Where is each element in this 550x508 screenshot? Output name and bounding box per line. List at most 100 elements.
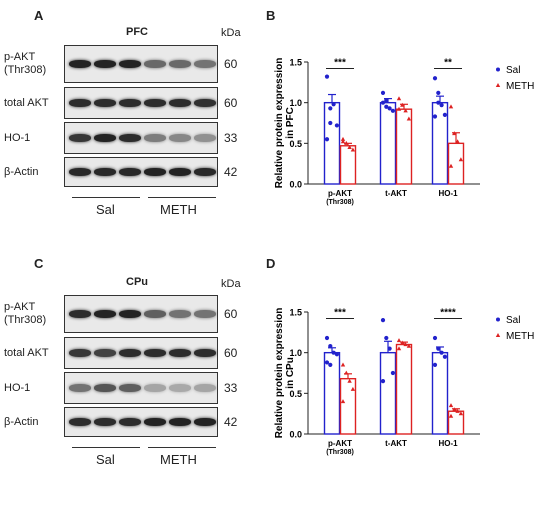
data-point-sal (380, 100, 386, 105)
y-axis-label-line: in PFC (285, 107, 296, 139)
data-point-meth (452, 131, 457, 136)
blot-band (144, 134, 166, 142)
x-category-label: HO-1 (438, 439, 458, 448)
blot-band (144, 384, 166, 392)
data-point-sal (384, 98, 389, 103)
data-point-meth (455, 408, 460, 413)
molecular-weight-label: 42 (224, 415, 238, 429)
x-category-label-line: HO-1 (438, 439, 458, 448)
significance-marker: **** (440, 308, 456, 319)
data-point-meth (406, 343, 412, 348)
data-point-meth (340, 399, 346, 404)
data-point-meth (400, 102, 405, 107)
data-point-sal (390, 108, 395, 113)
data-point-sal (380, 90, 386, 96)
y-tick-label: 1.5 (289, 308, 302, 318)
x-category-label-line: t-AKT (385, 189, 407, 198)
data-point-meth (458, 411, 464, 416)
molecular-weight-label: 60 (224, 57, 238, 71)
blot-row-label: p-AKT (Thr308) (4, 51, 47, 76)
blot-strip (64, 407, 218, 437)
data-point-sal (436, 100, 441, 105)
blot-band (194, 384, 216, 392)
blot-band (144, 310, 166, 318)
blot-band (144, 349, 166, 357)
data-point-meth (448, 104, 454, 109)
data-point-meth (350, 147, 356, 152)
data-point-meth (344, 370, 349, 375)
data-point-meth (458, 157, 464, 162)
blot-band (119, 99, 141, 107)
data-point-meth (403, 342, 408, 347)
data-point-sal (384, 335, 389, 341)
data-point-sal (442, 354, 447, 359)
y-tick-label: 0.5 (289, 389, 302, 399)
bar-sal (379, 351, 397, 435)
blot-band (119, 384, 141, 392)
bar-chart-pfc: Relative protein expressionin PFC0.00.51… (274, 58, 534, 207)
molecular-weight-label: 60 (224, 346, 238, 360)
blot-band (194, 99, 216, 107)
blot-strip (64, 337, 218, 369)
x-category-label: HO-1 (438, 189, 458, 198)
blot-band (119, 134, 141, 142)
blot-strip (64, 157, 218, 187)
data-point-meth (344, 140, 349, 145)
x-category-label-line: (Thr308) (326, 449, 354, 456)
x-category-label: p-AKT (Thr308) (326, 189, 354, 206)
blot-row-label: total AKT (4, 96, 49, 109)
data-point-sal (331, 350, 336, 355)
blot-band (94, 310, 116, 318)
blot-band (69, 349, 91, 357)
x-category-label-line: p-AKT (328, 439, 352, 448)
y-tick-label: 1.5 (289, 58, 302, 68)
data-point-sal (328, 120, 333, 126)
data-point-meth (396, 338, 402, 343)
blot-band (144, 60, 166, 68)
legend-marker-meth (495, 333, 501, 337)
data-point-meth (448, 163, 454, 168)
blot-strip (64, 372, 218, 404)
y-tick-label: 0.5 (289, 139, 302, 149)
blot-row-label: HO-1 (4, 131, 31, 144)
blot-band (94, 418, 116, 426)
group-label: METH (160, 452, 197, 467)
significance-marker: ** (444, 58, 452, 69)
data-point-sal (324, 137, 330, 142)
blot-band (194, 168, 216, 176)
data-point-sal (324, 335, 330, 341)
y-axis-label: Relative protein expressionin PFC (274, 58, 296, 189)
y-tick-label: 0.0 (289, 430, 302, 440)
data-point-sal (387, 106, 392, 111)
x-category-label-line: (Thr308) (326, 199, 354, 206)
blot-band (144, 99, 166, 107)
blot-band (69, 134, 91, 142)
panel-label-b: B (266, 8, 276, 23)
blot-band (169, 418, 191, 426)
blot-title-pfc: PFC (126, 26, 148, 38)
data-point-sal (380, 318, 386, 323)
blot-row-label: β-Actin (4, 415, 39, 428)
blot-band (94, 349, 116, 357)
group-label: Sal (96, 202, 115, 217)
bar-meth (339, 377, 357, 435)
bar-meth (447, 410, 465, 435)
data-point-sal (380, 379, 386, 384)
legend-marker-meth (495, 83, 501, 87)
x-category-label: p-AKT (Thr308) (326, 439, 354, 456)
y-tick-label: 1.0 (289, 98, 302, 108)
data-point-meth (406, 116, 412, 121)
legend-marker-sal (496, 317, 500, 322)
blot-band (69, 384, 91, 392)
data-point-meth (400, 340, 405, 345)
data-point-sal (328, 106, 333, 111)
blot-band (169, 60, 191, 68)
data-point-meth (340, 139, 346, 144)
data-point-sal (324, 360, 330, 365)
y-axis-label: Relative protein expressionin CPu (274, 308, 296, 439)
x-category-label-line: HO-1 (438, 189, 458, 198)
data-point-sal (439, 103, 444, 108)
blot-band (169, 168, 191, 176)
group-underline (148, 197, 216, 198)
molecular-weight-label: 33 (224, 381, 238, 395)
